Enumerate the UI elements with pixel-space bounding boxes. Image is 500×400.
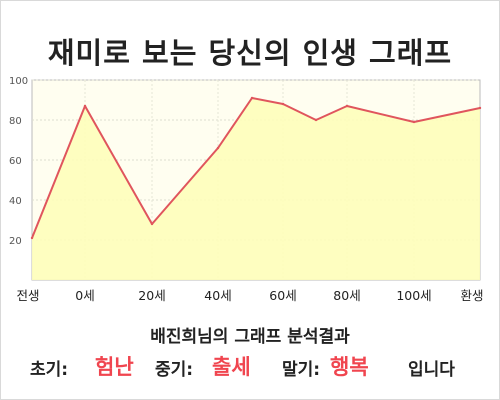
area-fill [32, 98, 480, 280]
result-ending: 입니다 [408, 360, 455, 380]
x-tick-label: 전생 [16, 288, 39, 303]
analysis-result: 초기: 험난 중기: 출세 말기: 행복 입니다 [0, 348, 500, 380]
y-tick-label: 60 [9, 156, 22, 167]
data-point [250, 96, 254, 100]
early-period-value: 험난 [95, 355, 134, 379]
x-tick-label: 60세 [269, 288, 296, 303]
late-period-label: 말기: [282, 360, 321, 380]
x-tick-label: 100세 [396, 288, 431, 303]
y-tick-label: 100 [9, 76, 28, 87]
x-axis-ticks: 전생 0세 20세 40세 60세 80세 100세 환생 [16, 288, 483, 303]
x-tick-label: 0세 [75, 288, 94, 303]
late-period-value: 행복 [330, 355, 369, 379]
y-tick-label: 40 [9, 196, 22, 207]
data-point [281, 102, 285, 106]
series-line [31, 97, 481, 239]
middle-period-value: 출세 [212, 355, 251, 379]
data-point [150, 222, 154, 226]
data-point [30, 236, 34, 240]
middle-period-label: 중기: [155, 360, 194, 380]
y-tick-label: 20 [9, 236, 22, 247]
data-point [345, 104, 349, 108]
analysis-subtitle: 배진희님의 그래프 분석결과 [150, 327, 350, 347]
y-axis-ticks: 20 40 60 80 100 [9, 76, 28, 247]
data-point [478, 106, 482, 110]
data-point [216, 146, 220, 150]
chart-title: 재미로 보는 당신의 인생 그래프 [47, 36, 453, 70]
early-period-label: 초기: [30, 360, 69, 380]
x-tick-label: 환생 [460, 288, 483, 303]
x-tick-label: 40세 [204, 288, 231, 303]
x-tick-label: 20세 [138, 288, 165, 303]
y-tick-label: 80 [9, 116, 22, 127]
data-point [412, 120, 416, 124]
data-point [314, 118, 318, 122]
data-point [83, 104, 87, 108]
x-tick-label: 80세 [333, 288, 360, 303]
